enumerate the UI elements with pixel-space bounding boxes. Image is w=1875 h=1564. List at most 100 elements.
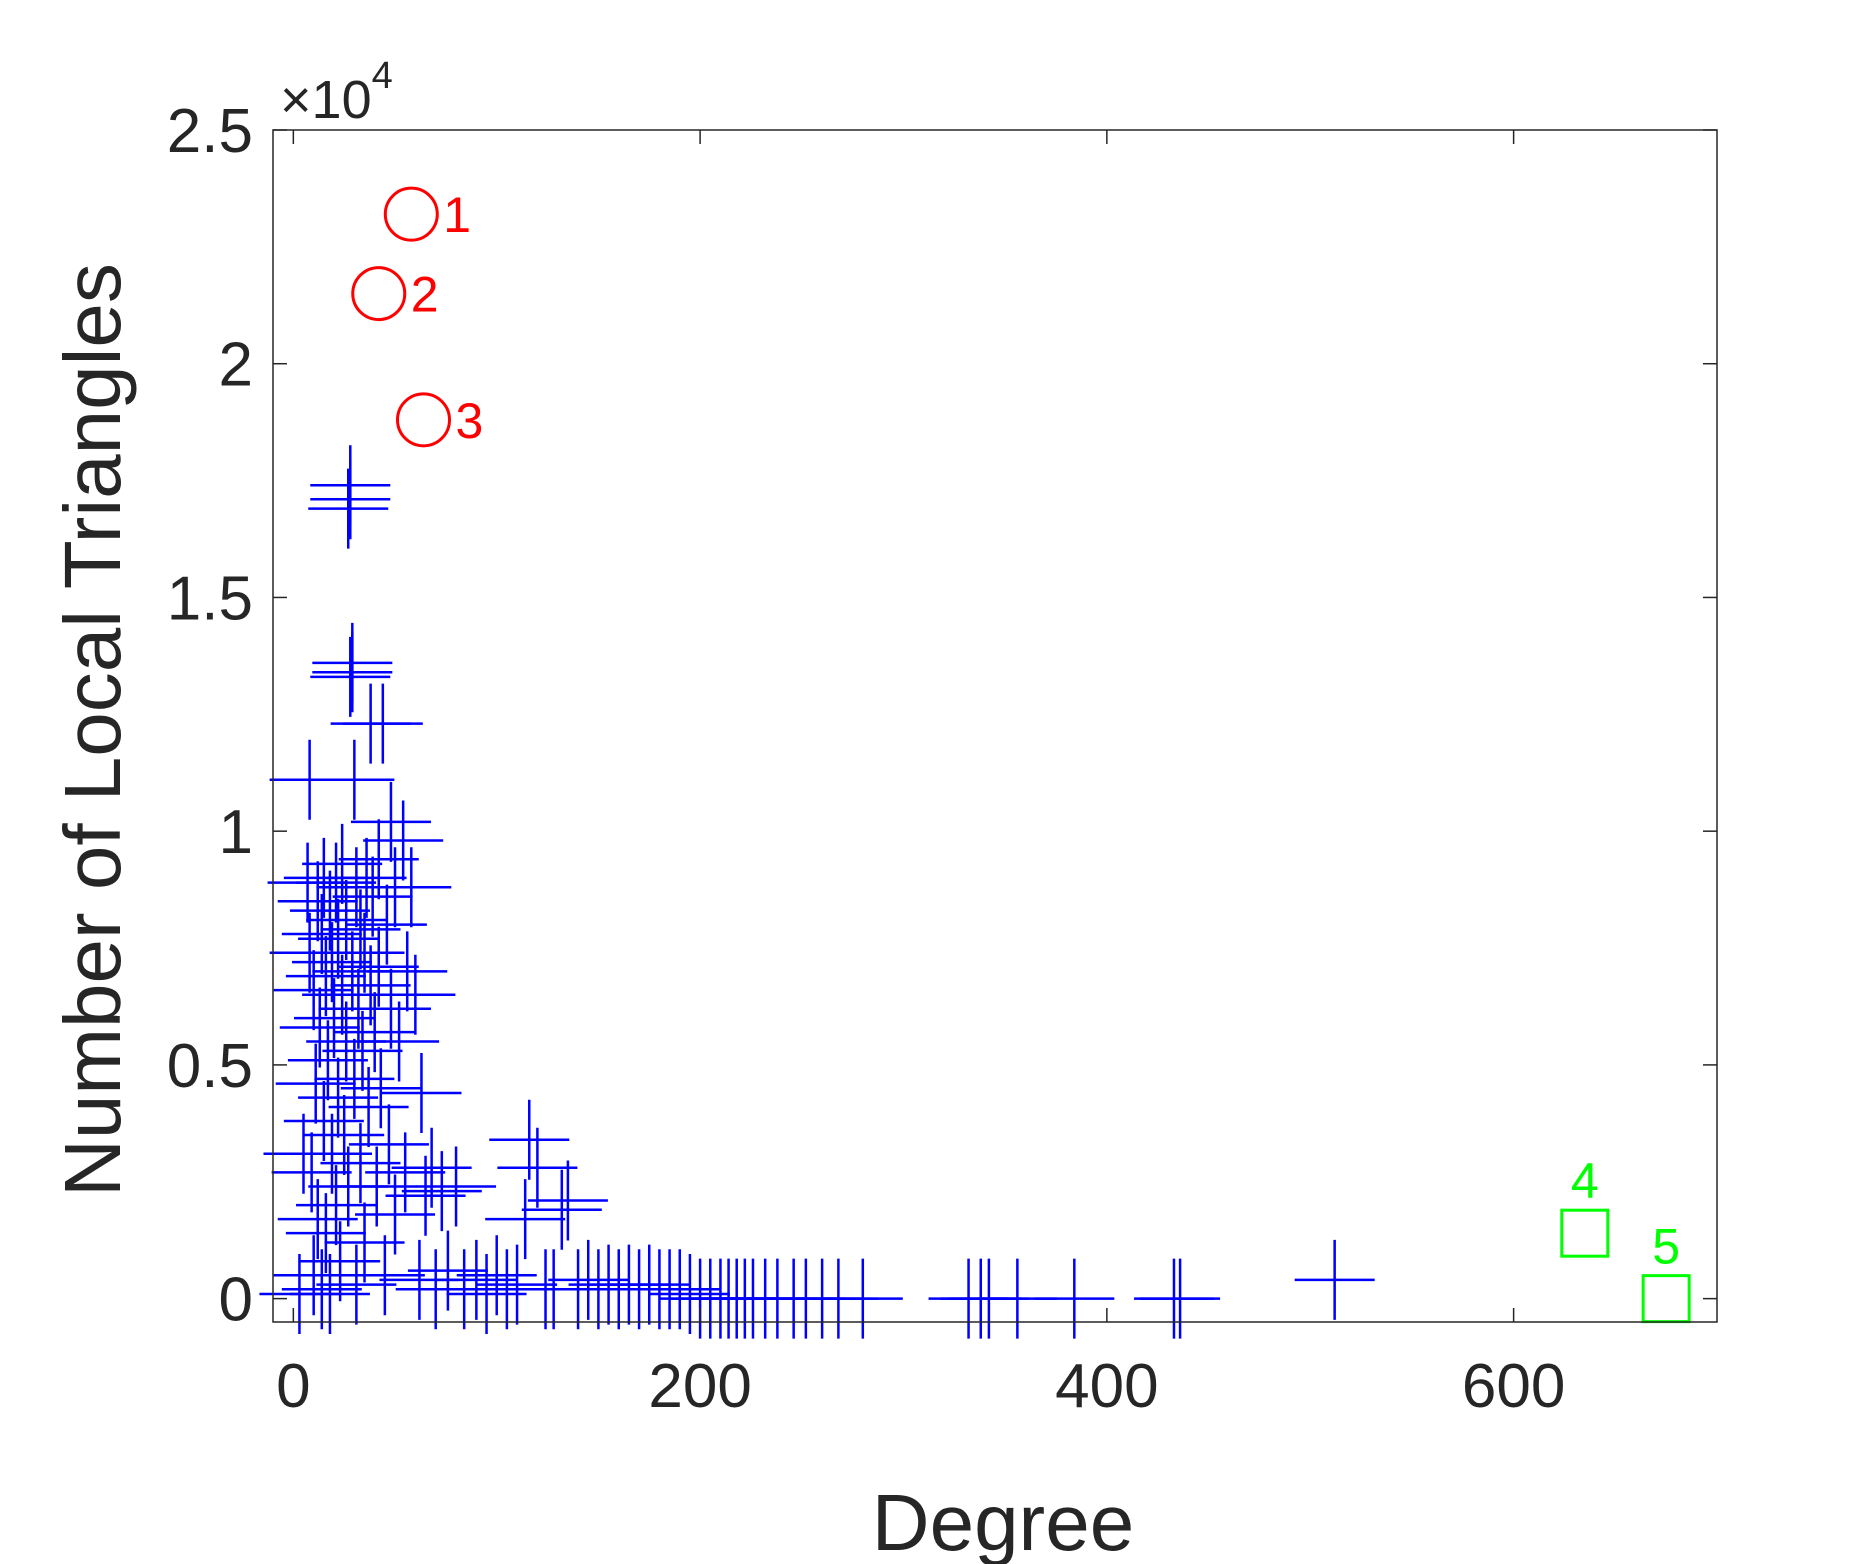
circle-marker bbox=[383, 186, 439, 242]
plus-marker bbox=[350, 781, 431, 862]
plus-marker bbox=[375, 954, 456, 1035]
plus-marker bbox=[304, 1095, 385, 1176]
y-axis-title: Number of Local Triangles bbox=[48, 263, 137, 1197]
y-exponent-power: 4 bbox=[372, 55, 393, 97]
plus-marker bbox=[273, 950, 354, 1031]
circle-marker-label: 1 bbox=[443, 187, 471, 243]
y-tick-label: 1 bbox=[219, 798, 253, 867]
axis-ticks: 0 200 400 600 0 0.5 1 1.5 2 2.5 bbox=[167, 97, 1717, 1421]
plus-marker bbox=[324, 912, 405, 993]
x-tick-label: 0 bbox=[276, 1352, 310, 1421]
x-axis-title: Degree bbox=[872, 1478, 1134, 1564]
y-tick-label: 1.5 bbox=[167, 564, 253, 633]
plus-marker bbox=[326, 837, 407, 918]
plus-marker bbox=[350, 968, 431, 1049]
plus-marker bbox=[521, 1169, 602, 1250]
plus-marker bbox=[497, 1127, 578, 1208]
plus-marker bbox=[314, 739, 395, 820]
plus-marker bbox=[328, 1066, 409, 1147]
plus-marker bbox=[367, 931, 448, 1012]
plus-marker bbox=[336, 1146, 417, 1227]
plus-marker bbox=[346, 884, 427, 965]
plus-marker bbox=[407, 1230, 488, 1311]
plus-marker bbox=[320, 1123, 401, 1204]
plus-marker bbox=[310, 459, 391, 540]
plus-marker bbox=[296, 1165, 377, 1246]
x-tick-label: 200 bbox=[648, 1352, 751, 1421]
plus-marker bbox=[416, 1146, 497, 1227]
plus-marker bbox=[355, 1174, 436, 1255]
plus-marker bbox=[609, 1244, 690, 1325]
plus-marker bbox=[348, 1104, 429, 1185]
plus-marker bbox=[283, 1081, 364, 1161]
y-tick-label: 0.5 bbox=[167, 1032, 253, 1101]
plus-marker bbox=[385, 1155, 466, 1236]
y-exponent-label: ×104 bbox=[280, 55, 393, 130]
plus-marker bbox=[316, 1244, 397, 1325]
plus-marker bbox=[338, 926, 419, 1007]
plus-marker bbox=[302, 823, 383, 904]
plus-marker bbox=[271, 1132, 352, 1213]
plus-marker bbox=[371, 847, 452, 928]
plus-marker bbox=[401, 1151, 482, 1232]
plus-marker bbox=[277, 1179, 358, 1260]
circle-marker-label: 2 bbox=[411, 267, 439, 323]
plus-marker bbox=[456, 1235, 537, 1316]
plus-marker bbox=[527, 1160, 608, 1241]
plus-marker bbox=[489, 1099, 570, 1180]
plus-marker bbox=[291, 1113, 372, 1194]
plus-marker bbox=[338, 819, 419, 900]
plus-marker bbox=[275, 1043, 356, 1124]
square-marker-label: 4 bbox=[1571, 1153, 1599, 1209]
y-tick-label: 2.5 bbox=[167, 97, 253, 166]
circle-marker-label: 3 bbox=[456, 393, 484, 449]
plus-marker bbox=[294, 978, 375, 1059]
plus-marker bbox=[363, 800, 444, 881]
plus-marker bbox=[822, 1258, 903, 1339]
plus-marker bbox=[639, 1249, 720, 1330]
plus-marker bbox=[281, 1249, 362, 1330]
y-tick-label: 0 bbox=[219, 1266, 253, 1335]
plus-marker bbox=[310, 636, 391, 717]
plus-marker bbox=[281, 894, 362, 975]
plus-marker bbox=[302, 954, 383, 1035]
plus-marker bbox=[334, 992, 415, 1073]
point-annotations: 12 3 45 bbox=[411, 187, 1680, 1274]
circle-marker bbox=[351, 266, 407, 322]
plus-marker bbox=[324, 1202, 405, 1283]
square-marker-label: 5 bbox=[1652, 1219, 1680, 1275]
plus-marker bbox=[446, 1253, 527, 1334]
plus-marker bbox=[1034, 1258, 1115, 1339]
x-tick-label: 600 bbox=[1462, 1352, 1565, 1421]
data-marks bbox=[259, 186, 1691, 1339]
plus-marker bbox=[332, 856, 413, 937]
plus-marker bbox=[291, 922, 372, 1003]
plus-marker bbox=[548, 1239, 629, 1320]
plus-marker bbox=[342, 683, 423, 764]
plus-marker bbox=[340, 1048, 421, 1129]
plus-marker bbox=[1294, 1239, 1375, 1320]
plus-marker bbox=[436, 1239, 517, 1320]
plus-marker bbox=[312, 632, 393, 713]
plus-marker bbox=[359, 1001, 440, 1082]
plus-marker bbox=[285, 1193, 366, 1274]
plus-marker bbox=[477, 1244, 558, 1325]
plus-marker bbox=[485, 1179, 566, 1260]
y-tick-label: 2 bbox=[219, 331, 253, 400]
plus-marker bbox=[277, 861, 358, 942]
circle-marker bbox=[396, 392, 452, 448]
plus-marker bbox=[296, 842, 377, 923]
plus-marker bbox=[300, 1221, 381, 1302]
plus-marker bbox=[344, 1235, 425, 1316]
plus-marker bbox=[391, 1127, 472, 1208]
plus-marker bbox=[330, 945, 411, 1026]
plus-marker bbox=[381, 1052, 462, 1133]
square-marker bbox=[1560, 1208, 1610, 1258]
plus-marker bbox=[649, 1253, 730, 1334]
plus-marker bbox=[308, 468, 389, 549]
x-tick-label: 400 bbox=[1055, 1352, 1158, 1421]
plot-area-frame bbox=[272, 129, 1718, 1323]
plus-marker bbox=[1140, 1258, 1221, 1339]
